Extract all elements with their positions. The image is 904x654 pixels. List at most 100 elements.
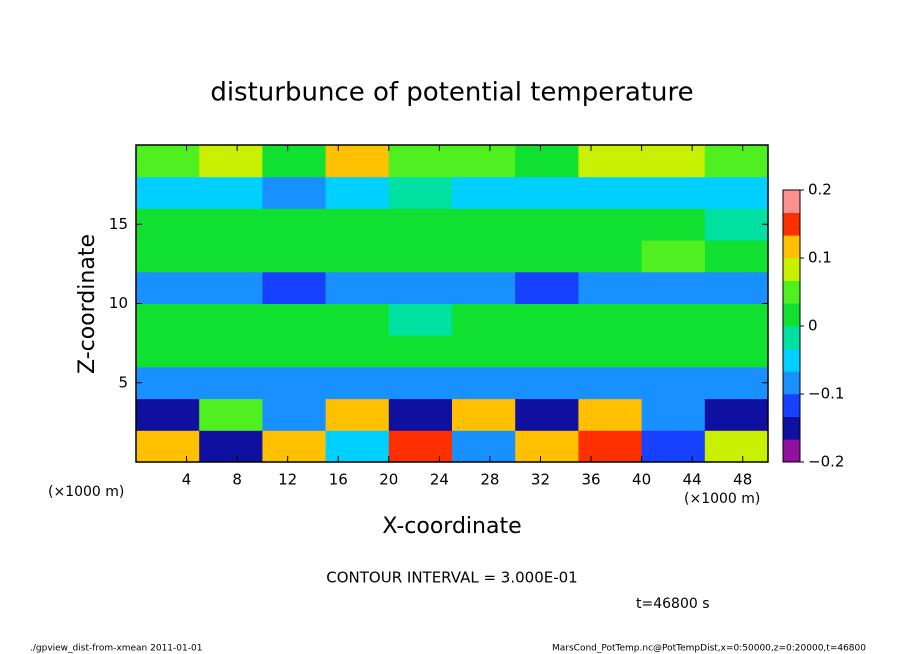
y-unit: (×1000 m) bbox=[48, 484, 124, 500]
y-tick-label: 15 bbox=[109, 215, 128, 233]
x-tick-label: 8 bbox=[232, 471, 242, 489]
heat-cell bbox=[641, 145, 706, 178]
heat-cell bbox=[578, 208, 643, 241]
colorbar-tick-label: 0.2 bbox=[808, 181, 832, 199]
heat-cell bbox=[199, 176, 263, 209]
heat-cell bbox=[704, 303, 769, 336]
heat-cell bbox=[199, 240, 263, 273]
x-tick-label: 32 bbox=[531, 471, 550, 489]
colorbar-swatch bbox=[783, 326, 800, 349]
heat-cell bbox=[452, 398, 516, 431]
heat-cell bbox=[515, 303, 579, 336]
heat-cell bbox=[452, 240, 516, 273]
heat-cell bbox=[262, 240, 327, 273]
heat-cell bbox=[199, 430, 263, 463]
heat-cell bbox=[262, 335, 327, 368]
heat-cell bbox=[388, 398, 453, 431]
heat-cell bbox=[388, 145, 453, 178]
heat-cell bbox=[641, 335, 706, 368]
heat-cell bbox=[704, 430, 769, 463]
footer-left: ./gpview_dist-from-xmean 2011-01-01 bbox=[30, 644, 202, 654]
heat-cell bbox=[641, 176, 706, 209]
heat-cell bbox=[388, 303, 453, 336]
colorbar-swatch bbox=[783, 303, 800, 327]
colorbar-swatch bbox=[783, 348, 800, 372]
heat-cell bbox=[325, 271, 390, 304]
heat-cell bbox=[578, 240, 643, 273]
heat-cell bbox=[262, 366, 327, 400]
heat-cell bbox=[136, 240, 200, 273]
heat-cell bbox=[515, 271, 579, 304]
colorbar-tick-label: −0.2 bbox=[808, 453, 844, 471]
heat-cell bbox=[262, 145, 327, 178]
heat-cell bbox=[515, 240, 579, 273]
x-tick-label: 16 bbox=[329, 471, 348, 489]
colorbar-tick-label: 0 bbox=[808, 317, 818, 335]
x-axis-label: X-coordinate bbox=[382, 514, 521, 539]
heat-cell bbox=[641, 271, 706, 304]
heat-cell bbox=[704, 366, 769, 400]
heat-cell bbox=[136, 145, 200, 178]
heat-cell bbox=[325, 240, 390, 273]
x-tick-label: 4 bbox=[182, 471, 192, 489]
heat-cell bbox=[136, 430, 200, 463]
heat-cell bbox=[199, 335, 263, 368]
x-tick-label: 12 bbox=[278, 471, 297, 489]
heat-cell bbox=[452, 145, 516, 178]
heat-cell bbox=[452, 366, 516, 400]
heat-cell bbox=[262, 208, 327, 241]
heat-cell bbox=[388, 208, 453, 241]
heat-cell bbox=[136, 176, 200, 209]
heat-cell bbox=[578, 335, 643, 368]
heat-cell bbox=[704, 176, 769, 209]
heat-cell bbox=[262, 430, 327, 463]
heat-cell bbox=[262, 303, 327, 336]
heat-cell bbox=[578, 398, 643, 431]
contour-note: CONTOUR INTERVAL = 3.000E-01 bbox=[326, 569, 577, 587]
heat-cell bbox=[641, 398, 706, 431]
y-axis-label: Z-coordinate bbox=[75, 234, 100, 374]
heat-cell bbox=[452, 271, 516, 304]
heat-cell bbox=[578, 176, 643, 209]
heat-cell bbox=[515, 430, 579, 463]
heat-cell bbox=[578, 366, 643, 400]
time-label: t=46800 s bbox=[636, 596, 710, 612]
colorbar-swatch bbox=[783, 439, 800, 463]
heat-cell bbox=[199, 366, 263, 400]
heat-cell bbox=[136, 271, 200, 304]
heat-cell bbox=[388, 366, 453, 400]
heat-cell bbox=[136, 398, 200, 431]
heat-cell bbox=[388, 271, 453, 304]
colorbar-swatch bbox=[783, 235, 800, 259]
x-tick-label: 20 bbox=[379, 471, 398, 489]
heat-cell bbox=[515, 145, 579, 178]
colorbar-swatch bbox=[783, 280, 800, 304]
heat-cell bbox=[515, 366, 579, 400]
heat-cell bbox=[388, 240, 453, 273]
heat-cell bbox=[452, 176, 516, 209]
colorbar-swatch bbox=[783, 416, 800, 440]
colorbar-swatch bbox=[783, 371, 800, 395]
heat-cell bbox=[704, 335, 769, 368]
colorbar-tick-label: 0.1 bbox=[808, 249, 832, 267]
heat-cell bbox=[704, 398, 769, 431]
heat-cell bbox=[578, 271, 643, 304]
heat-cell bbox=[199, 271, 263, 304]
heat-cell bbox=[641, 430, 706, 463]
heat-cell bbox=[704, 208, 769, 241]
heat-cell bbox=[578, 145, 643, 178]
heat-cell bbox=[704, 240, 769, 273]
heat-cell bbox=[388, 430, 453, 463]
heat-cell bbox=[704, 145, 769, 178]
heat-cell bbox=[515, 335, 579, 368]
colorbar-swatch bbox=[783, 394, 800, 417]
y-tick-label: 5 bbox=[118, 373, 128, 391]
y-tick-label: 10 bbox=[109, 294, 128, 312]
colorbar-swatch bbox=[783, 212, 800, 236]
x-tick-label: 24 bbox=[430, 471, 449, 489]
heat-cell bbox=[325, 398, 390, 431]
heat-cell bbox=[136, 303, 200, 336]
colorbar-swatch bbox=[783, 258, 800, 281]
heat-cell bbox=[641, 303, 706, 336]
